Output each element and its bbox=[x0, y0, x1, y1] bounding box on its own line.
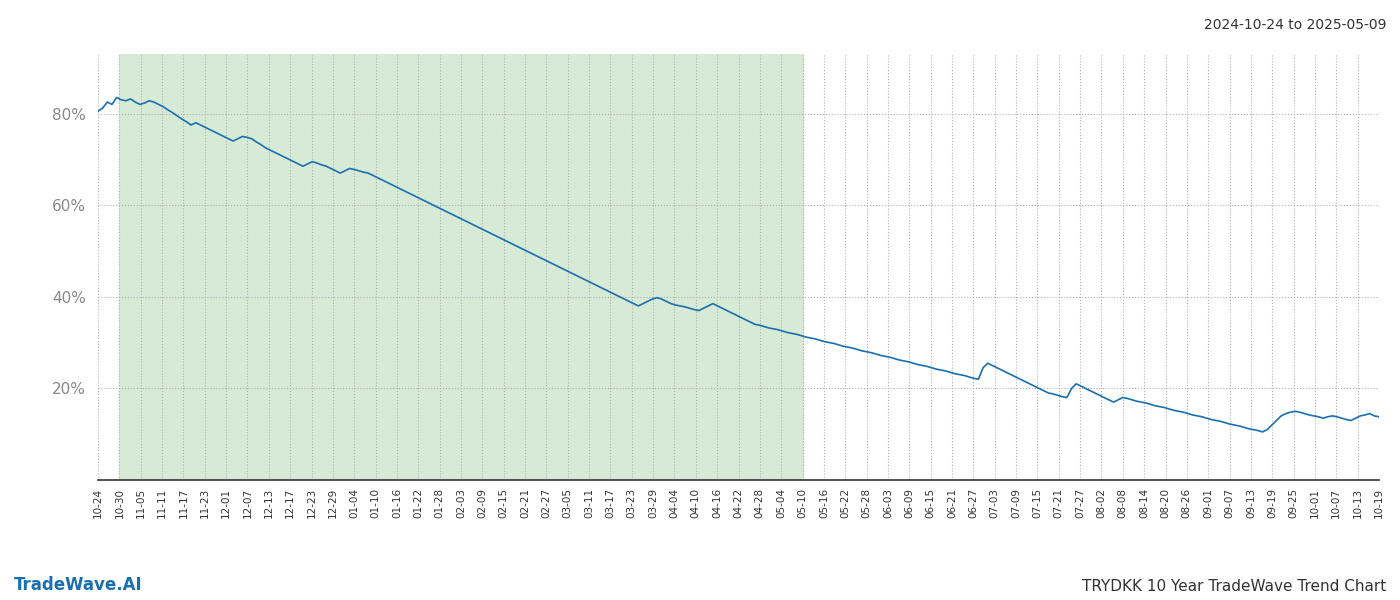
Text: TRYDKK 10 Year TradeWave Trend Chart: TRYDKK 10 Year TradeWave Trend Chart bbox=[1082, 579, 1386, 594]
Bar bbox=[119, 54, 802, 480]
Text: 2024-10-24 to 2025-05-09: 2024-10-24 to 2025-05-09 bbox=[1204, 18, 1386, 32]
Text: TradeWave.AI: TradeWave.AI bbox=[14, 576, 143, 594]
